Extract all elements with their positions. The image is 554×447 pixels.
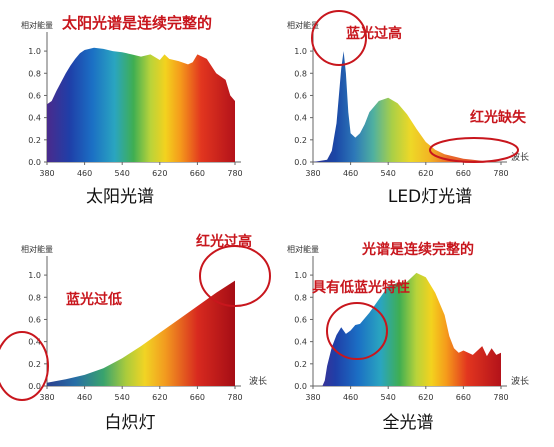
y-axis-label: 相对能量 xyxy=(287,20,319,30)
x-tick-label: 460 xyxy=(77,393,92,402)
x-tick-label: 780 xyxy=(493,169,508,178)
y-tick-label: 0.0 xyxy=(294,382,307,391)
x-tick-label: 460 xyxy=(343,393,358,402)
spectrum-area-series xyxy=(47,47,235,162)
annotation-full-continuous: 光谱是连续完整的 xyxy=(361,241,474,258)
circle-blue-low xyxy=(0,331,49,401)
chart-panel-4: 0.0 0.2 0.4 0.6 0.8 1.0 380 460 540 620 660 780 相对能量… xyxy=(287,244,529,433)
x-axis-label: 波长 xyxy=(249,375,267,387)
x-axis-label: 波长 xyxy=(511,151,529,163)
y-tick-label: 1.0 xyxy=(294,271,307,280)
circle-low-blue xyxy=(326,302,388,360)
x-tick-label: 460 xyxy=(77,169,92,178)
x-tick-label: 780 xyxy=(227,393,242,402)
y-tick-label: 0.2 xyxy=(28,360,41,369)
y-tick-label: 0.2 xyxy=(28,136,41,145)
circle-red-high xyxy=(199,245,271,307)
y-tick-label: 0.4 xyxy=(294,338,307,347)
x-tick-label: 620 xyxy=(152,393,167,402)
y-tick-label: 1.0 xyxy=(294,47,307,56)
x-tick-label: 380 xyxy=(39,169,54,178)
x-tick-label: 620 xyxy=(152,169,167,178)
x-tick-label: 660 xyxy=(456,393,471,402)
x-tick-label: 460 xyxy=(343,169,358,178)
panel-title: 全光谱 xyxy=(383,413,434,433)
panel-title: 太阳光谱 xyxy=(86,187,154,207)
x-tick-label: 540 xyxy=(115,393,130,402)
x-tick-label: 380 xyxy=(305,169,320,178)
chart-panel-3: 0.0 0.2 0.4 0.6 0.8 1.0 380 460 540 620 660 780 相对能量… xyxy=(21,244,267,433)
circle-red-missing xyxy=(429,137,519,163)
annotation-blue-low: 蓝光过低 xyxy=(66,291,122,308)
y-tick-label: 0.8 xyxy=(28,69,41,78)
spectrum-area-series xyxy=(313,51,501,162)
x-tick-label: 540 xyxy=(381,393,396,402)
y-axis-label: 相对能量 xyxy=(287,244,319,254)
y-tick-label: 0.6 xyxy=(294,315,307,324)
y-tick-label: 0.8 xyxy=(294,293,307,302)
panel-title: LED灯光谱 xyxy=(388,187,472,207)
chart-panel-1: 0.0 0.2 0.4 0.6 0.8 1.0 380 460 540 620 660 780 相对能量… xyxy=(21,20,243,207)
annotation-blue-high: 蓝光过高 xyxy=(346,25,402,42)
spectrum-area-series xyxy=(313,272,501,386)
panel-title: 白炽灯 xyxy=(105,413,156,433)
y-tick-label: 0.4 xyxy=(28,114,41,123)
annotation-red-missing: 红光缺失 xyxy=(470,109,527,126)
annotations: 太阳光谱是连续完整的蓝光过高红光缺失红光过高蓝光过低光谱是连续完整的具有低蓝光特… xyxy=(0,10,527,401)
y-tick-label: 0.2 xyxy=(294,360,307,369)
y-tick-label: 1.0 xyxy=(28,271,41,280)
y-tick-label: 0.8 xyxy=(28,293,41,302)
x-tick-label: 380 xyxy=(39,393,54,402)
y-axis-label: 相对能量 xyxy=(21,244,53,254)
x-tick-label: 780 xyxy=(493,393,508,402)
y-tick-label: 0.0 xyxy=(28,382,41,391)
x-tick-label: 540 xyxy=(115,169,130,178)
y-tick-label: 0.0 xyxy=(28,158,41,167)
annotation-low-blue: 具有低蓝光特性 xyxy=(311,279,410,296)
x-axis-label: 波长 xyxy=(511,375,529,387)
spectrum-area-series xyxy=(47,280,235,386)
x-tick-label: 780 xyxy=(227,169,242,178)
x-tick-label: 620 xyxy=(418,169,433,178)
y-axis-label: 相对能量 xyxy=(21,20,53,30)
y-tick-label: 0.4 xyxy=(28,338,41,347)
y-tick-label: 0.0 xyxy=(294,158,307,167)
x-tick-label: 620 xyxy=(418,393,433,402)
x-tick-label: 380 xyxy=(305,393,320,402)
y-tick-label: 0.6 xyxy=(28,91,41,100)
annotation-sun-continuous: 太阳光谱是连续完整的 xyxy=(62,14,212,32)
x-tick-label: 660 xyxy=(190,169,205,178)
circle-blue-high xyxy=(311,10,367,66)
y-tick-label: 0.6 xyxy=(294,91,307,100)
y-tick-label: 0.4 xyxy=(294,114,307,123)
x-tick-label: 660 xyxy=(190,393,205,402)
x-tick-label: 660 xyxy=(456,169,471,178)
y-tick-label: 0.8 xyxy=(294,69,307,78)
chart-panel-2: 0.0 0.2 0.4 0.6 0.8 1.0 380 460 540 620 660 780 相对能量… xyxy=(287,20,529,207)
y-tick-label: 1.0 xyxy=(28,47,41,56)
x-tick-label: 540 xyxy=(381,169,396,178)
y-tick-label: 0.2 xyxy=(294,136,307,145)
y-tick-label: 0.6 xyxy=(28,315,41,324)
